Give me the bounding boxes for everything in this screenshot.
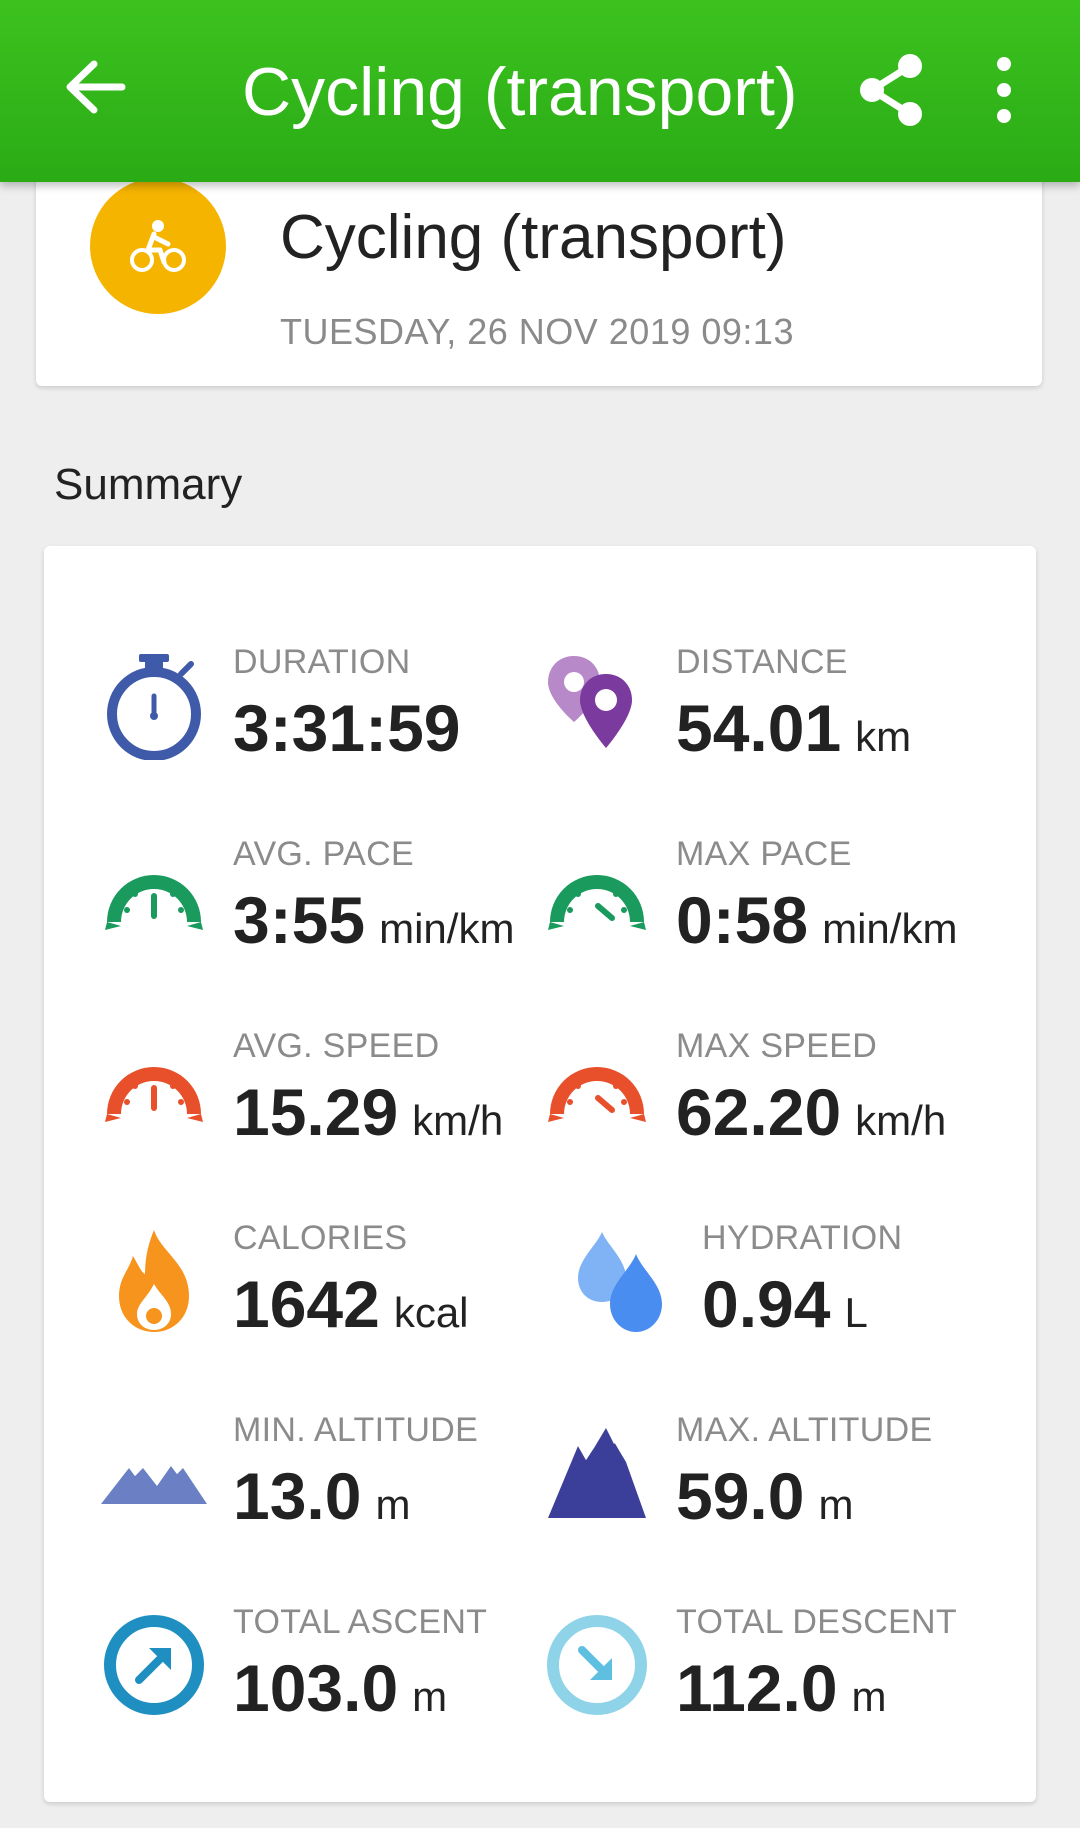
stat-value: 103.0 m [233,1648,447,1737]
stat-number: 62.20 [676,1075,842,1149]
stat-label: MAX SPEED [676,1027,878,1065]
stat-number: 1642 [233,1267,380,1341]
bicycle-icon [90,178,226,314]
stat-label: AVG. PACE [233,835,414,873]
stat-number: 54.01 [676,691,842,765]
stat-value: 1642 kcal [233,1264,469,1353]
stat-number: 13.0 [233,1459,362,1533]
stat-value: 3:31:59 [233,688,461,768]
stat-number: 15.29 [233,1075,399,1149]
summary-title: Summary [54,460,243,509]
workout-date: TUESDAY, 26 NOV 2019 09:13 [280,311,794,352]
stat-unit: kcal [393,1289,469,1336]
workout-header-card: Cycling (transport) TUESDAY, 26 NOV 2019… [36,150,1042,386]
water-drops-icon [578,1232,662,1332]
stat-number: 112.0 [676,1651,838,1725]
gauge-green-max-icon [548,875,646,930]
stat-number: 59.0 [676,1459,805,1533]
stat-label: HYDRATION [702,1219,903,1257]
stat-number: 0:58 [676,883,809,957]
stat-avg-speed: AVG. SPEED 15.29 km/h [99,1020,569,1170]
gauge-green-icon [105,875,203,930]
summary-card: DURATION 3:31:59 DISTANCE 54.01 km [44,546,1036,1802]
stat-max-speed: MAX SPEED 62.20 km/h [542,1020,1012,1170]
stat-unit: m [818,1481,854,1528]
stat-unit: km [855,713,912,760]
stat-label: DURATION [233,643,411,681]
stat-unit: m [412,1673,448,1720]
mountains-high-icon [548,1428,646,1518]
stat-unit: L [844,1289,868,1336]
stat-min-altitude: MIN. ALTITUDE 13.0 m [99,1404,569,1554]
stat-value: 62.20 km/h [676,1072,946,1161]
stat-number: 3:55 [233,883,366,957]
stat-unit: km/h [412,1097,504,1144]
descent-arrow-icon [547,1615,647,1715]
stat-unit: m [851,1673,887,1720]
stat-value: 0.94 L [702,1264,868,1353]
stat-number: 103.0 [233,1651,399,1725]
stat-value: 54.01 km [676,688,911,777]
stopwatch-icon [107,654,201,760]
stat-calories: CALORIES 1642 kcal [99,1212,569,1362]
stat-label: CALORIES [233,1219,408,1257]
share-icon[interactable] [856,52,926,128]
app-bar: Cycling (transport) [0,0,1080,182]
stat-unit: min/km [379,905,515,952]
stat-unit: min/km [822,905,958,952]
workout-title: Cycling (transport) [280,203,787,272]
stat-value: 13.0 m [233,1456,410,1545]
stat-duration: DURATION 3:31:59 [99,636,569,786]
speedometer-icon [105,1067,203,1122]
stat-value: 59.0 m [676,1456,853,1545]
stat-label: MAX. ALTITUDE [676,1411,933,1449]
stat-label: MAX PACE [676,835,852,873]
stat-hydration: HYDRATION 0.94 L [568,1212,1038,1362]
stat-label: TOTAL DESCENT [676,1603,957,1641]
ascent-arrow-icon [104,1615,204,1715]
stat-number: 3:31:59 [233,691,461,765]
stat-unit: km/h [855,1097,947,1144]
stat-label: MIN. ALTITUDE [233,1411,479,1449]
stat-total-descent: TOTAL DESCENT 112.0 m [542,1596,1012,1746]
mountains-low-icon [101,1466,207,1504]
stat-total-ascent: TOTAL ASCENT 103.0 m [99,1596,569,1746]
stat-label: DISTANCE [676,643,848,681]
stat-avg-pace: AVG. PACE 3:55 min/km [99,828,569,978]
stat-distance: DISTANCE 54.01 km [542,636,1012,786]
stat-value: 3:55 min/km [233,880,514,969]
stat-value: 15.29 km/h [233,1072,503,1161]
stat-max-altitude: MAX. ALTITUDE 59.0 m [542,1404,1012,1554]
location-pins-icon [548,656,632,748]
arrow-left-icon[interactable] [60,52,130,122]
flame-icon [119,1230,189,1332]
stat-number: 0.94 [702,1267,831,1341]
stat-label: AVG. SPEED [233,1027,440,1065]
stat-label: TOTAL ASCENT [233,1603,488,1641]
app-bar-title: Cycling (transport) [242,54,798,130]
speedometer-max-icon [548,1067,646,1122]
stat-max-pace: MAX PACE 0:58 min/km [542,828,1012,978]
more-vertical-icon[interactable] [976,52,1032,128]
stat-unit: m [375,1481,411,1528]
stat-value: 0:58 min/km [676,880,957,969]
stat-value: 112.0 m [676,1648,887,1737]
